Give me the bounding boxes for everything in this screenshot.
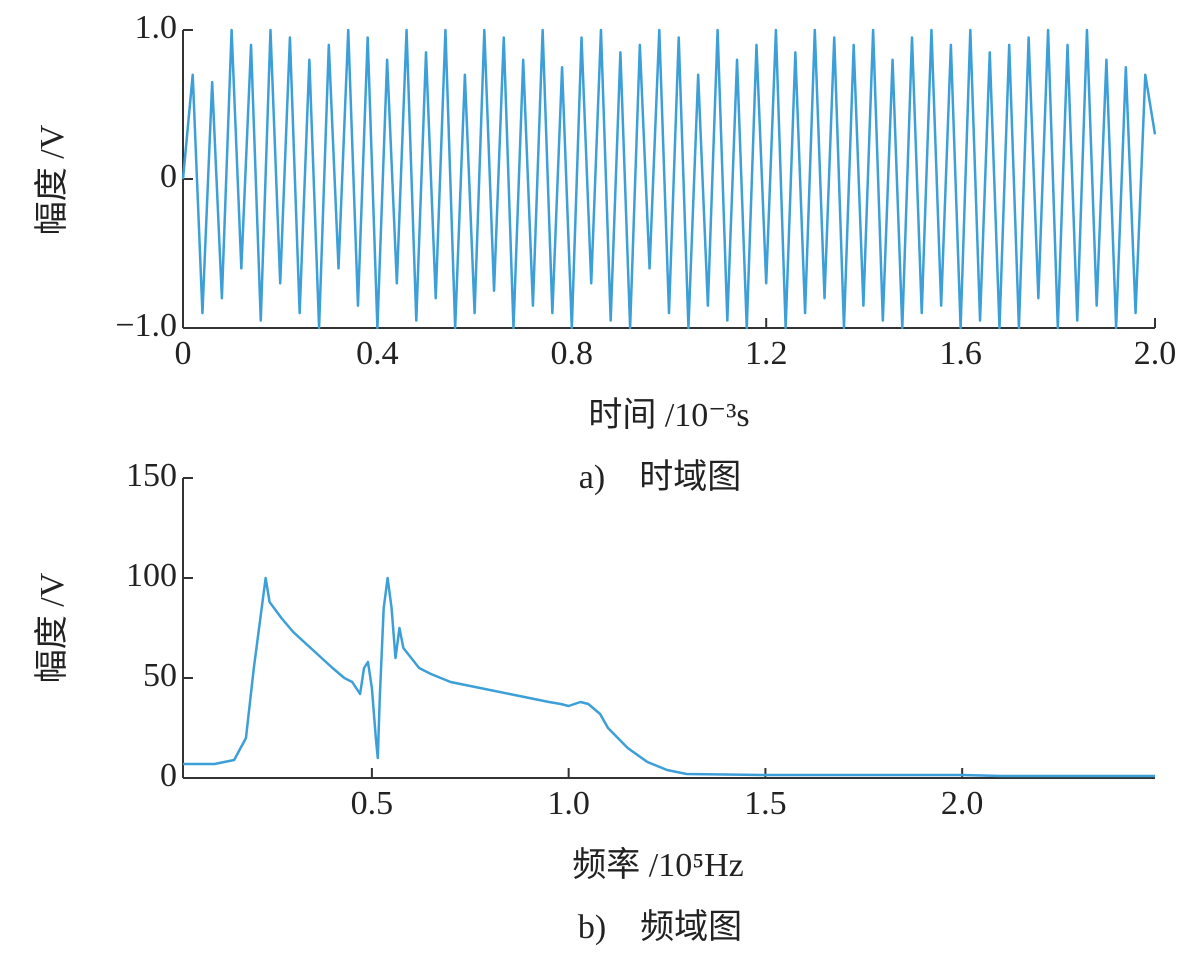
x-tick-label: 1.2 — [745, 335, 788, 372]
x-tick-label: 2.0 — [941, 785, 984, 822]
x-tick-label: 0 — [175, 335, 192, 372]
y-tick-label: 0 — [160, 158, 177, 195]
x-tick-label: 1.0 — [547, 785, 590, 822]
y-tick-label: −1.0 — [115, 307, 177, 344]
data-line — [181, 28, 1157, 330]
x-tick-label: 0.5 — [351, 785, 394, 822]
caption: b) 频域图 — [578, 908, 742, 946]
y-tick-label: 100 — [126, 557, 177, 594]
y-axis-label: 幅度 /V — [33, 572, 71, 683]
x-tick-label: 2.0 — [1134, 335, 1177, 372]
x-tick-label: 1.6 — [939, 335, 982, 372]
x-tick-label: 1.5 — [744, 785, 787, 822]
y-tick-label: 0 — [160, 757, 177, 794]
y-tick-label: 50 — [143, 657, 177, 694]
x-tick-label: 0.4 — [356, 335, 399, 372]
y-axis-label: 幅度 /V — [33, 124, 71, 235]
caption: a) 时域图 — [579, 458, 741, 496]
x-axis-label: 频率 /10⁵Hz — [572, 846, 743, 884]
y-tick-label: 150 — [126, 457, 177, 494]
data-line — [183, 576, 1155, 778]
x-tick-label: 0.8 — [551, 335, 594, 372]
y-tick-label: 1.0 — [135, 9, 178, 46]
x-axis-label: 时间 /10⁻³s — [588, 397, 749, 434]
